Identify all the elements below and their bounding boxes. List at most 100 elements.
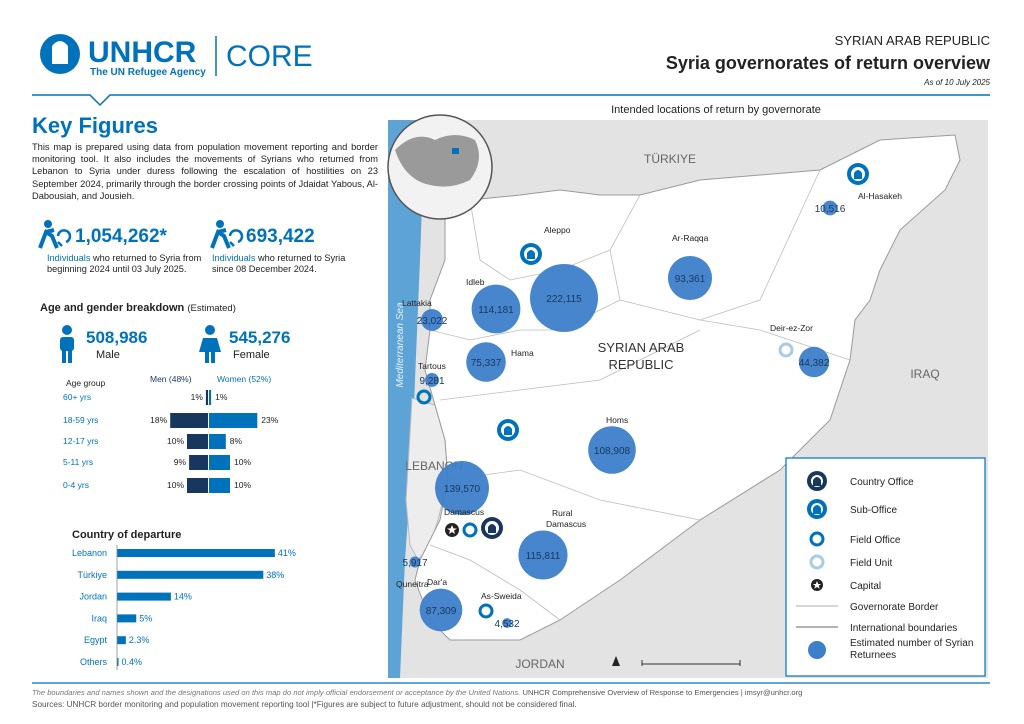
legend-label-line: Estimated number of Syrian <box>850 638 973 649</box>
country-label: Egypt <box>84 635 108 645</box>
syria <box>414 134 961 641</box>
female-icon <box>199 325 221 363</box>
figure-highlight: Individuals <box>212 253 256 263</box>
intro-text: This map is prepared using data from pop… <box>32 142 378 201</box>
returnee-icon <box>210 220 244 249</box>
logo-shape <box>52 41 68 64</box>
women-value-label: 8% <box>230 436 243 446</box>
legend-icon <box>807 471 827 491</box>
women-value-label: 10% <box>234 457 251 467</box>
bubble-value-label: 10,516 <box>815 204 846 215</box>
report-date: As of 10 July 2025 <box>923 78 990 87</box>
product-name: CORE <box>226 40 313 73</box>
governorate-name-line: Rural <box>552 508 572 518</box>
age-header: Age group <box>66 378 105 388</box>
bubble-value-label: 5,917 <box>402 558 427 569</box>
women-value-label: 10% <box>234 480 251 490</box>
org-name: UNHCR <box>88 36 197 69</box>
bubble-value-label: 75,337 <box>471 358 502 369</box>
female-count: 545,276 <box>229 328 290 347</box>
legend-label: Sub-Office <box>850 505 897 516</box>
legend-icon <box>807 499 827 519</box>
age-pyramid: 60+ yrs 1% 1% 18-59 yrs 18% 23% 12-17 yrs 10% 8%… <box>63 390 279 493</box>
governorate-name: Ar-Raqqa <box>672 233 709 243</box>
neighbour-label: JORDAN <box>515 657 564 671</box>
legend-label: Governorate Border <box>850 602 939 613</box>
men-bar <box>187 434 208 449</box>
header-rule <box>32 94 990 107</box>
departure-value-label: 2.3% <box>129 635 150 645</box>
legend-icon <box>811 579 823 591</box>
age-group-label: 12-17 yrs <box>63 436 98 446</box>
returnee-icon <box>38 220 72 249</box>
section-subtitle: Country of departure <box>72 529 181 541</box>
legend-label: Estimated number of Syrian Returnees <box>850 638 973 661</box>
figure-text: who returned to Syria from beginning 202… <box>47 253 202 274</box>
footer-sources: Sources: UNHCR border monitoring and pop… <box>32 700 577 709</box>
office-icons <box>416 163 869 619</box>
field-office <box>478 603 494 619</box>
country-label: Iraq <box>91 613 107 623</box>
governorate-name: Hama <box>511 348 534 358</box>
women-bar <box>209 478 230 493</box>
bubble-value-label: 44,382 <box>799 358 830 369</box>
legend-icon <box>809 554 825 570</box>
male-icon <box>60 325 74 363</box>
legend: Country Office Sub-Office Field Office F… <box>785 457 986 677</box>
governorate-name: Homs <box>606 415 628 425</box>
departure-value-label: 14% <box>174 592 192 602</box>
bubble-value-label: 139,570 <box>444 484 481 495</box>
field-unit <box>778 342 794 358</box>
sea <box>388 120 425 678</box>
departure-value-label: 41% <box>278 548 296 558</box>
governorate-name: Damascus <box>444 507 484 517</box>
returnee-bubble <box>421 309 443 331</box>
legend-label-line: Returnees <box>850 650 896 661</box>
globe <box>387 114 493 220</box>
governorate-name: Idleb <box>466 277 485 287</box>
men-value-label: 10% <box>167 436 184 446</box>
country-label: Others <box>80 657 108 667</box>
legend-icon <box>808 641 826 659</box>
legend-label: Field Unit <box>850 558 892 569</box>
departure-bar <box>117 658 119 666</box>
figure-note: Individuals who returned to Syria from b… <box>47 253 202 275</box>
returnee-bubble <box>518 530 568 580</box>
returnee-bubble <box>530 264 598 332</box>
bubble-value-label: 115,811 <box>526 551 561 562</box>
country-label: Lebanon <box>72 548 107 558</box>
country-label: REPUBLIC <box>608 357 673 372</box>
bubble-value-label: 4,532 <box>494 619 519 630</box>
bubble-value-label: 114,181 <box>478 305 514 316</box>
footer-disclaimer: The boundaries and names shown and the d… <box>32 688 802 697</box>
neighbour-label: IRAQ <box>910 367 939 381</box>
departure-bar <box>117 592 171 601</box>
logo: UNHCR The UN Refugee Agency CORE <box>40 34 313 78</box>
bubble-value-label: 222,115 <box>546 294 582 305</box>
returnee-bubble <box>466 342 506 382</box>
women-header: Women (52%) <box>217 374 271 384</box>
departure-bar <box>117 570 264 579</box>
governorate-name: Tartous <box>418 361 446 371</box>
returnee-bubble <box>822 200 838 216</box>
org-tagline: The UN Refugee Agency <box>90 67 206 78</box>
field-office <box>416 389 432 405</box>
men-bar <box>205 390 208 405</box>
returnee-bubble <box>588 426 636 474</box>
departure-chart: Lebanon 41% Türkiye 38% Jordan 14% Iraq 5% Egypt… <box>72 545 296 670</box>
figure-value: 693,422 <box>246 226 315 247</box>
governorate-name-line: Damascus <box>546 519 586 529</box>
departure-value-label: 0.4% <box>122 657 143 667</box>
men-value-label: 18% <box>150 415 167 425</box>
sub-office <box>847 163 869 185</box>
governorate-borders <box>429 169 851 621</box>
field-office <box>462 522 478 538</box>
departure-value-label: 38% <box>266 570 284 580</box>
disclaimer-text: The boundaries and names shown and the d… <box>32 688 521 697</box>
governorate-name: Dar'a <box>427 577 447 587</box>
sea-label: Mediterranean Sea <box>395 302 406 387</box>
men-value-label: 10% <box>167 480 184 490</box>
legend-label: Capital <box>850 581 881 592</box>
